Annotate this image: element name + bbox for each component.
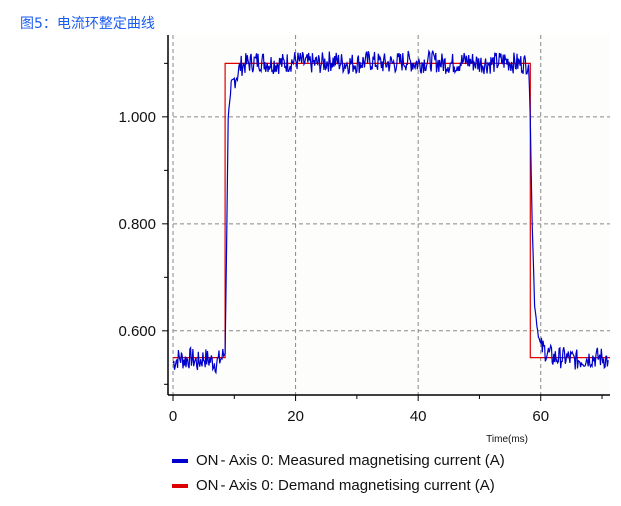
x-axis-label: Time(ms): [486, 434, 528, 445]
x-tick-label: 20: [287, 408, 304, 425]
legend-item-demand: ON - Axis 0: Demand magnetising current …: [172, 477, 495, 494]
legend-swatch-red: [172, 483, 188, 488]
legend-state: ON: [196, 477, 219, 494]
y-tick-label: 0.600: [118, 323, 156, 340]
measured-current-line: [172, 49, 609, 375]
legend-label: - Axis 0: Measured magnetising current (…: [220, 452, 505, 469]
legend-item-measured: ON - Axis 0: Measured magnetising curren…: [172, 452, 505, 469]
x-tick-label: 60: [532, 408, 549, 425]
plot-area: [173, 35, 610, 395]
x-tick-label: 40: [410, 408, 427, 425]
y-tick-label: 0.800: [118, 216, 156, 233]
legend-swatch-blue: [172, 458, 188, 463]
legend-state: ON: [196, 452, 219, 469]
y-tick-label: 1.000: [118, 109, 156, 126]
x-tick-label: 0: [169, 408, 177, 425]
legend-label: - Axis 0: Demand magnetising current (A): [220, 477, 495, 494]
figure-caption: 图5：电流环整定曲线: [20, 16, 155, 32]
